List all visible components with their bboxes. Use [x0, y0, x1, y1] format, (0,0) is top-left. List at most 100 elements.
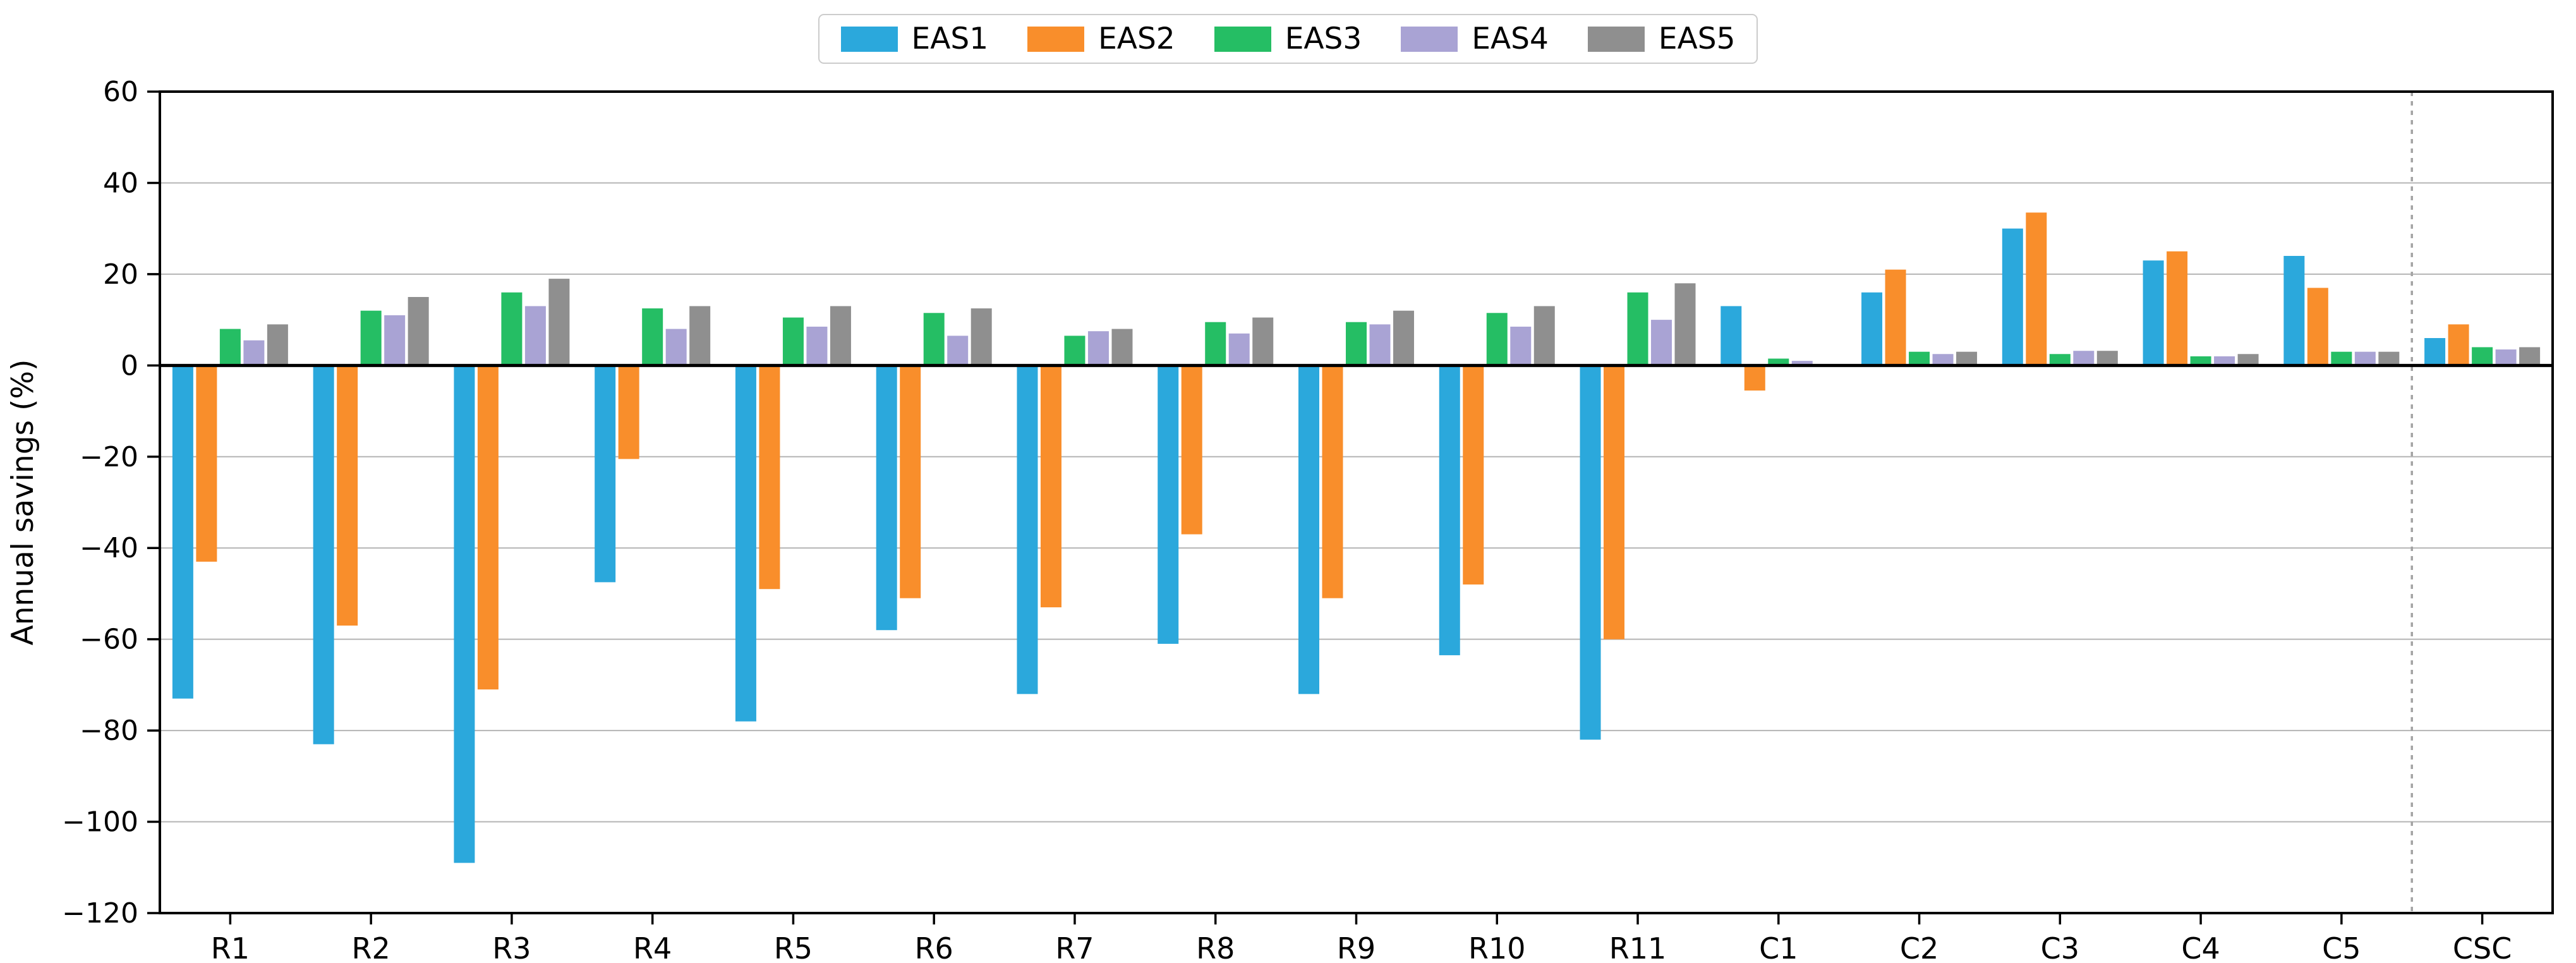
bar-R10-EAS4 [1510, 326, 1532, 366]
bar-R5-EAS3 [782, 317, 804, 366]
bar-R3-EAS1 [454, 365, 475, 863]
y-tick-label: −40 [80, 532, 138, 564]
bar-R8-EAS4 [1228, 333, 1250, 366]
bar-CSC-EAS4 [2495, 349, 2517, 366]
y-axis-label: Annual savings (%) [6, 360, 40, 646]
legend-item-EAS2: EAS2 [1027, 24, 1175, 54]
y-tick-label: 0 [121, 349, 138, 382]
bar-R4-EAS1 [595, 365, 616, 583]
bar-C3-EAS1 [2002, 228, 2023, 366]
legend-swatch-EAS3 [1214, 26, 1271, 52]
bar-C5-EAS2 [2307, 288, 2328, 366]
bar-R1-EAS2 [196, 365, 217, 562]
bar-C3-EAS2 [2026, 212, 2047, 366]
bar-R2-EAS5 [408, 297, 429, 366]
plot-border [159, 90, 2554, 914]
legend-item-EAS5: EAS5 [1587, 21, 1736, 56]
x-tick-label-R2: R2 [352, 931, 390, 963]
bar-C2-EAS3 [1909, 351, 1930, 366]
bar-R2-EAS4 [384, 315, 406, 366]
bar-R10-EAS3 [1486, 313, 1508, 366]
bar-C1-EAS1 [1720, 306, 1742, 366]
bar-R1-EAS1 [172, 365, 193, 699]
bar-R5-EAS5 [830, 306, 851, 366]
bar-R1-EAS4 [243, 340, 265, 366]
bar-R1-EAS5 [267, 324, 288, 366]
bar-R3-EAS5 [548, 279, 570, 366]
bar-R7-EAS2 [1040, 365, 1061, 608]
bar-C5-EAS4 [2354, 351, 2376, 366]
bar-C5-EAS1 [2283, 256, 2305, 366]
bar-C3-EAS4 [2073, 351, 2095, 366]
bar-R3-EAS4 [524, 306, 546, 366]
y-tick-label: −60 [80, 624, 138, 656]
legend-swatch-EAS5 [1587, 26, 1645, 52]
x-tick-label-C3: C3 [2041, 931, 2079, 963]
bar-R11-EAS2 [1604, 365, 1625, 639]
bar-C1-EAS4 [1791, 361, 1813, 366]
bar-R9-EAS1 [1298, 365, 1319, 694]
x-tick-label-R5: R5 [774, 931, 813, 963]
x-tick-label-R1: R1 [211, 931, 250, 963]
bar-C5-EAS5 [2378, 351, 2400, 366]
bar-C4-EAS5 [2237, 354, 2259, 366]
legend-item-EAS1: EAS1 [840, 24, 988, 54]
bar-R7-EAS4 [1087, 331, 1109, 366]
y-tick-label: 40 [103, 167, 138, 199]
bar-C2-EAS2 [1885, 269, 1906, 366]
bar-CSC-EAS1 [2424, 338, 2446, 366]
bar-R8-EAS2 [1181, 365, 1202, 535]
bar-R3-EAS2 [477, 365, 499, 690]
legend-label-EAS2: EAS2 [1098, 21, 1175, 56]
bar-R9-EAS2 [1322, 365, 1343, 598]
legend-swatch-EAS2 [1027, 26, 1085, 52]
x-tick-label-R7: R7 [1055, 931, 1094, 963]
bar-R5-EAS1 [735, 365, 756, 722]
legend-label-EAS3: EAS3 [1285, 21, 1362, 56]
bar-R6-EAS3 [923, 313, 945, 366]
legend-label-EAS5: EAS5 [1658, 21, 1736, 56]
bar-R11-EAS5 [1674, 283, 1696, 366]
bar-R2-EAS3 [360, 310, 382, 366]
bar-R5-EAS4 [806, 326, 828, 366]
bar-C4-EAS1 [2143, 260, 2164, 366]
bar-R2-EAS2 [337, 365, 358, 626]
bar-R5-EAS2 [759, 365, 780, 590]
legend-swatch-EAS4 [1401, 26, 1458, 52]
x-tick-label-R8: R8 [1196, 931, 1235, 963]
bar-C4-EAS2 [2167, 251, 2188, 366]
bar-R8-EAS5 [1252, 317, 1274, 366]
bar-R6-EAS2 [900, 365, 921, 598]
bar-C5-EAS3 [2331, 351, 2352, 366]
x-tick-label-R3: R3 [492, 931, 531, 963]
bar-R7-EAS5 [1111, 329, 1133, 366]
x-tick-label-R11: R11 [1609, 931, 1667, 963]
bar-R9-EAS4 [1369, 324, 1391, 366]
x-tick-label-CSC: CSC [2453, 931, 2512, 963]
bar-C2-EAS5 [1956, 351, 1978, 366]
bar-C3-EAS5 [2096, 351, 2118, 366]
bar-R9-EAS3 [1346, 322, 1367, 366]
bar-C1-EAS2 [1744, 365, 1765, 391]
y-tick-label: −100 [62, 806, 138, 839]
bar-C4-EAS4 [2214, 356, 2235, 366]
bar-R3-EAS3 [501, 292, 523, 366]
bar-R11-EAS4 [1651, 320, 1672, 366]
bar-R4-EAS2 [618, 365, 639, 459]
legend-swatch-EAS1 [840, 26, 898, 52]
x-tick-label-R4: R4 [633, 931, 672, 963]
legend-label-EAS4: EAS4 [1472, 21, 1549, 56]
chart-legend: EAS1 EAS2 EAS3 EAS4 EAS5 [818, 14, 1758, 64]
bar-R8-EAS1 [1158, 365, 1179, 644]
bar-R6-EAS1 [876, 365, 897, 631]
bar-R6-EAS5 [971, 308, 992, 366]
bar-R4-EAS4 [665, 329, 687, 366]
bar-R10-EAS5 [1533, 306, 1555, 366]
bar-CSC-EAS2 [2448, 324, 2469, 366]
x-tick-label-R6: R6 [915, 931, 953, 963]
bar-R6-EAS4 [947, 336, 969, 366]
bar-R1-EAS3 [219, 329, 241, 366]
bar-C2-EAS1 [1861, 292, 1883, 366]
